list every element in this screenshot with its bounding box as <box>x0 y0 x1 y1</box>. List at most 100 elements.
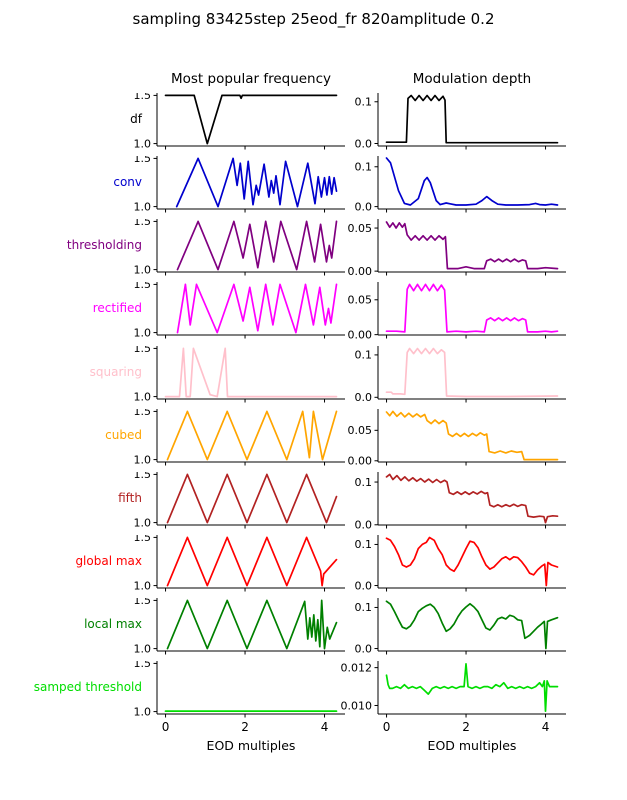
data-line <box>166 410 338 461</box>
freq-plot-fifth: 1.0 1.5 <box>134 472 345 529</box>
data-line <box>385 347 559 398</box>
right-x-axis-label: EOD multiples <box>427 738 517 753</box>
subplot-row-conv: conv 1.0 1.5 0.0 0.1 <box>0 156 627 219</box>
x-tick-label: 2 <box>241 720 249 734</box>
mod-plot-local-max: 0.0 0.1 <box>355 598 566 655</box>
data-line <box>164 347 338 398</box>
freq-plot-rectified: 1.0 1.5 <box>134 282 345 339</box>
y-tick-label: 1.0 <box>134 326 152 339</box>
x-tick-label: 2 <box>462 720 470 734</box>
data-line <box>166 599 338 650</box>
y-tick-label: 0.0 <box>355 519 373 532</box>
y-tick-label: 0.05 <box>348 222 373 235</box>
row-label: df <box>130 112 142 126</box>
y-tick-label: 1.5 <box>134 156 152 165</box>
y-tick-label: 1.0 <box>134 579 152 592</box>
y-tick-label: 0.00 <box>348 265 373 278</box>
y-tick-label: 1.0 <box>134 390 152 403</box>
y-tick-label: 0.0 <box>355 642 373 655</box>
x-tick-label: 4 <box>321 720 329 734</box>
y-tick-label: 0.0 <box>355 579 373 592</box>
y-tick-label: 1.0 <box>134 516 152 529</box>
x-tick-label: 0 <box>162 720 170 734</box>
row-label: fifth <box>118 491 142 505</box>
y-tick-label: 0.1 <box>355 161 373 174</box>
subplot-row-global-max: global max 1.0 1.5 0.0 0.1 <box>0 535 627 598</box>
mod-plot-samped-threshold: 0.010 0.012 0 2 4 <box>341 661 566 734</box>
mod-plot-conv: 0.0 0.1 <box>355 156 566 213</box>
y-tick-label: 1.5 <box>134 535 152 544</box>
row-label: global max <box>75 554 142 568</box>
freq-plot-local-max: 1.0 1.5 <box>134 598 345 655</box>
y-tick-label: 1.0 <box>134 642 152 655</box>
mod-plot-rectified: 0.00 0.05 <box>348 282 566 341</box>
mod-plot-global-max: 0.0 0.1 <box>355 535 566 592</box>
y-tick-label: 1.5 <box>134 661 152 670</box>
data-line <box>176 283 338 334</box>
row-label: samped threshold <box>33 680 142 694</box>
subplot-row-fifth: fifth 1.0 1.5 0.0 0.1 <box>0 472 627 535</box>
y-tick-label: 1.0 <box>134 263 152 276</box>
freq-plot-df: 1.0 1.5 <box>134 93 345 150</box>
freq-plot-samped-threshold: 1.0 1.5 0 2 4 <box>134 661 345 734</box>
freq-plot-cubed: 1.0 1.5 <box>134 409 345 466</box>
mod-plot-df: 0.0 0.1 <box>355 93 566 150</box>
y-tick-label: 1.0 <box>134 705 152 718</box>
y-tick-label: 0.00 <box>348 455 373 468</box>
y-tick-label: 0.1 <box>355 601 373 614</box>
data-line <box>164 94 338 145</box>
data-line <box>166 473 338 524</box>
mod-plot-squaring: 0.0 0.1 <box>355 346 566 404</box>
subplot-row-df: df 1.0 1.5 0.0 0.1 <box>0 93 627 156</box>
y-tick-label: 1.0 <box>134 137 152 150</box>
subplot-row-local-max: local max 1.0 1.5 0.0 0.1 <box>0 598 627 661</box>
y-tick-label: 1.5 <box>134 346 152 355</box>
data-line <box>385 662 559 713</box>
y-tick-label: 1.5 <box>134 219 152 228</box>
data-line <box>385 221 559 270</box>
data-line <box>166 536 338 587</box>
y-tick-label: 0.05 <box>348 424 373 437</box>
mod-plot-fifth: 0.0 0.1 <box>355 472 566 532</box>
freq-plot-thresholding: 1.0 1.5 <box>134 219 345 276</box>
y-tick-label: 0.0 <box>355 137 373 150</box>
figure-title: sampling 83425step 25eod_fr 820amplitude… <box>132 10 495 28</box>
left-x-axis-label: EOD multiples <box>206 738 296 753</box>
row-label: squaring <box>89 365 142 379</box>
y-tick-label: 1.5 <box>134 409 152 418</box>
subplot-row-squaring: squaring 1.0 1.5 0.0 0.1 <box>0 346 627 409</box>
data-line <box>385 600 559 650</box>
data-line <box>385 410 559 461</box>
subplot-row-cubed: cubed 1.0 1.5 0.00 0.05 <box>0 409 627 472</box>
subplot-row-thresholding: thresholding 1.0 1.5 0.00 0.05 <box>0 219 627 282</box>
x-tick-label: 0 <box>383 720 391 734</box>
right-column-title: Modulation depth <box>412 71 532 87</box>
subplot-row-rectified: rectified 1.0 1.5 0.00 0.05 <box>0 282 627 345</box>
freq-plot-squaring: 1.0 1.5 <box>134 346 345 403</box>
row-label: conv <box>113 175 142 189</box>
row-label: cubed <box>105 428 142 442</box>
y-tick-label: 1.5 <box>134 93 152 102</box>
freq-plot-conv: 1.0 1.5 <box>134 156 345 213</box>
y-tick-label: 1.0 <box>134 200 152 213</box>
y-tick-label: 0.0 <box>355 391 373 404</box>
data-line <box>385 94 559 144</box>
y-tick-label: 0.0 <box>355 200 373 213</box>
data-line <box>175 157 338 208</box>
y-tick-label: 0.1 <box>355 96 373 109</box>
y-tick-label: 0.1 <box>355 476 373 489</box>
y-tick-label: 1.5 <box>134 598 152 607</box>
row-label: thresholding <box>66 238 142 252</box>
data-line <box>385 157 559 206</box>
freq-plot-global-max: 1.0 1.5 <box>134 535 345 592</box>
y-tick-label: 0.00 <box>348 328 373 341</box>
data-line <box>176 220 338 271</box>
left-column-title: Most popular frequency <box>170 71 332 87</box>
row-label: rectified <box>92 301 142 315</box>
subplot-row-samped-threshold: samped threshold 1.0 1.5 0 2 4 0.010 0.012 0 2 4 <box>0 661 627 734</box>
mod-plot-cubed: 0.00 0.05 <box>348 409 566 468</box>
y-tick-label: 1.5 <box>134 282 152 291</box>
mod-plot-thresholding: 0.00 0.05 <box>348 219 566 278</box>
y-tick-label: 0.010 <box>341 699 373 712</box>
y-tick-label: 1.0 <box>134 453 152 466</box>
